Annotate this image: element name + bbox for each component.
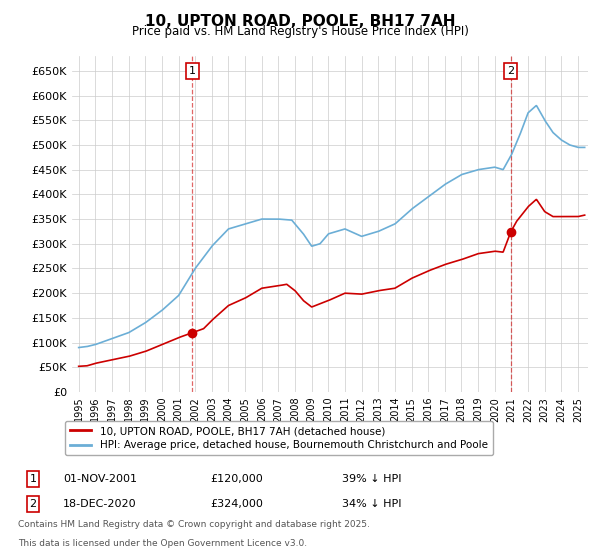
Text: £324,000: £324,000 bbox=[210, 499, 263, 509]
Text: Contains HM Land Registry data © Crown copyright and database right 2025.: Contains HM Land Registry data © Crown c… bbox=[18, 520, 370, 529]
Legend: 10, UPTON ROAD, POOLE, BH17 7AH (detached house), HPI: Average price, detached h: 10, UPTON ROAD, POOLE, BH17 7AH (detache… bbox=[65, 421, 493, 455]
Text: 2: 2 bbox=[507, 66, 514, 76]
Text: 34% ↓ HPI: 34% ↓ HPI bbox=[342, 499, 401, 509]
Text: 39% ↓ HPI: 39% ↓ HPI bbox=[342, 474, 401, 484]
Text: Price paid vs. HM Land Registry's House Price Index (HPI): Price paid vs. HM Land Registry's House … bbox=[131, 25, 469, 38]
Text: This data is licensed under the Open Government Licence v3.0.: This data is licensed under the Open Gov… bbox=[18, 539, 307, 548]
Text: £120,000: £120,000 bbox=[210, 474, 263, 484]
Text: 1: 1 bbox=[189, 66, 196, 76]
Text: 01-NOV-2001: 01-NOV-2001 bbox=[63, 474, 137, 484]
Text: 10, UPTON ROAD, POOLE, BH17 7AH: 10, UPTON ROAD, POOLE, BH17 7AH bbox=[145, 14, 455, 29]
Text: 18-DEC-2020: 18-DEC-2020 bbox=[63, 499, 137, 509]
Text: 1: 1 bbox=[29, 474, 37, 484]
Text: 2: 2 bbox=[29, 499, 37, 509]
